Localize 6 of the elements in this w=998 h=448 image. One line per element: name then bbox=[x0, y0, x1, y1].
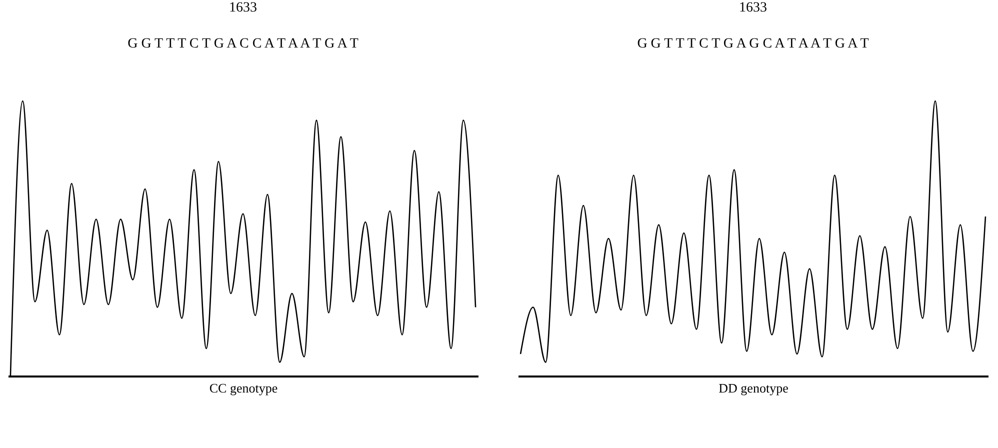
chart-title: 1633 bbox=[739, 0, 767, 16]
chart-subtitle: G G T T T C T G A C C A T A A T G A T bbox=[128, 36, 359, 52]
x-axis-title: DD genotype bbox=[718, 380, 789, 396]
chart-title: 1633 bbox=[229, 0, 257, 16]
x-axis-title: CC genotype bbox=[209, 380, 278, 396]
chart-subtitle: G G T T T C T G A G C A T A A T G A T bbox=[637, 36, 870, 52]
